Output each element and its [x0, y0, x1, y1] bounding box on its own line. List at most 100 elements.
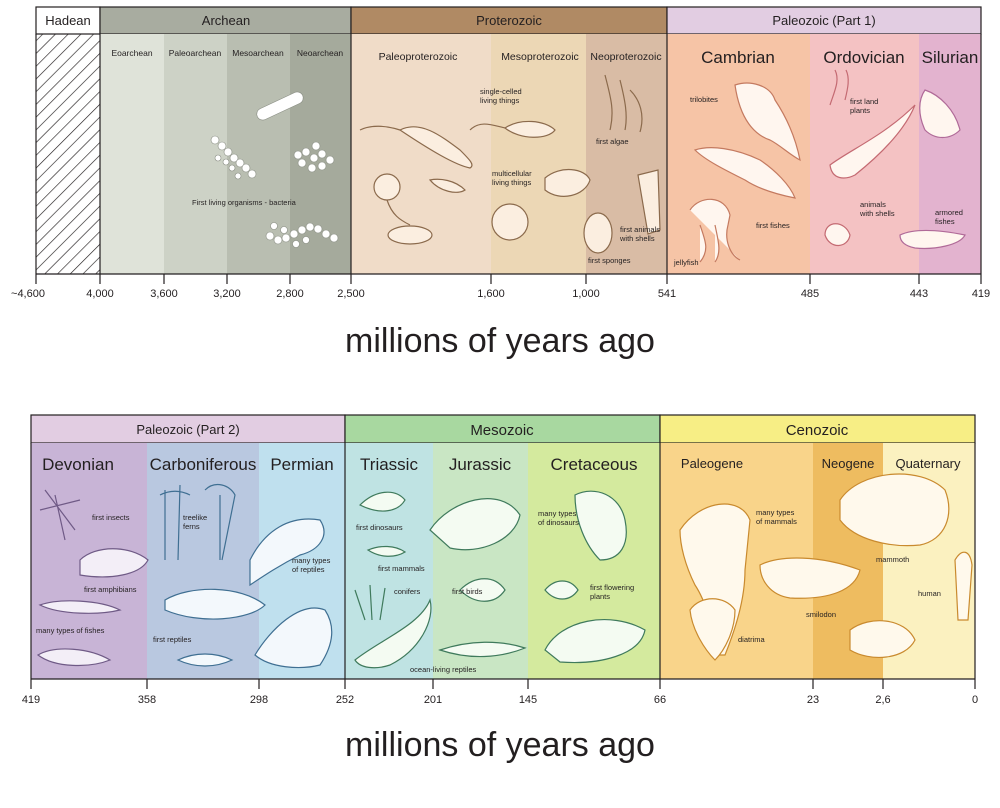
note-smilodon: smilodon: [806, 610, 836, 619]
bottom-tick-label: 201: [424, 694, 442, 706]
panel-mesoarchean: [227, 34, 290, 274]
bottom-tick-label: 0: [972, 694, 978, 706]
era-bar-cenozoic: [659, 414, 976, 444]
note-many-fishes: many types of fishes: [36, 626, 105, 635]
bottom-tick-label: 252: [336, 694, 354, 706]
top-axis-caption: millions of years ago: [345, 322, 655, 360]
note-first-birds: first birds: [452, 587, 483, 596]
period-label-cretaceous: Cretaceous: [551, 455, 638, 474]
panel-carboniferous: [147, 443, 259, 679]
eon-label-paleozoic-1: Paleozoic (Part 1): [772, 13, 875, 28]
bottom-axis-ticks: [30, 679, 976, 689]
era-label-mesozoic: Mesozoic: [470, 422, 534, 439]
period-label-cambrian: Cambrian: [701, 48, 775, 67]
period-label-carboniferous: Carboniferous: [150, 455, 257, 474]
era-bar-mesozoic: [344, 414, 661, 444]
proterozoic-cells-illustration: [359, 74, 661, 254]
bottom-axis-caption: millions of years ago: [345, 726, 655, 764]
note-first-flowering-l1: first flowering: [590, 583, 634, 592]
top-tick-label: 485: [801, 288, 819, 300]
note-first-insects: first insects: [92, 513, 130, 522]
period-label-permian: Permian: [270, 455, 333, 474]
note-first-dinosaurs: first dinosaurs: [356, 523, 403, 532]
sub-label-mesoarchean: Mesoarchean: [232, 48, 284, 58]
top-tick-label: 541: [658, 288, 676, 300]
note-first-algae: first algae: [596, 137, 629, 146]
note-first-animals-shells-l1: first animals: [620, 225, 660, 234]
top-tick-label: 3,600: [150, 288, 178, 300]
period-label-ordovician: Ordovician: [823, 48, 904, 67]
paleozoic-1-organisms-illustration: [689, 69, 966, 263]
note-first-animals-shells-l2: with shells: [619, 234, 655, 243]
note-animals-shells-l2: with shells: [859, 209, 895, 218]
sub-label-mesoproterozoic: Mesoproterozoic: [501, 51, 579, 63]
note-animals-shells-l1: animals: [860, 200, 886, 209]
eon-label-archean: Archean: [202, 13, 250, 28]
top-tick-label: 1,600: [477, 288, 505, 300]
eon-bar-paleozoic-1: [666, 6, 982, 35]
note-many-reptiles-l1: many types: [292, 556, 331, 565]
note-multicellular-l2: living things: [492, 178, 531, 187]
period-label-devonian: Devonian: [42, 455, 114, 474]
note-first-flowering-l2: plants: [590, 592, 610, 601]
note-jellyfish: jellyfish: [673, 258, 699, 267]
eon-label-proterozoic: Proterozoic: [476, 13, 542, 28]
note-many-reptiles-l2: of reptiles: [292, 565, 325, 574]
note-treelike-ferns: treelike ferns: [183, 513, 207, 531]
note-first-land-plants-l2: plants: [850, 106, 870, 115]
note-many-mammals-l1: many types: [756, 508, 795, 517]
sub-label-neoarchean: Neoarchean: [297, 48, 344, 58]
paleozoic-2-organisms-illustration: [36, 489, 149, 667]
note-first-land-plants-l1: first land: [850, 97, 878, 106]
sub-label-paleoproterozoic: Paleoproterozoic: [379, 51, 458, 63]
sub-label-paleoarchean: Paleoarchean: [169, 48, 222, 58]
note-many-dinosaurs-l2: of dinosaurs: [538, 518, 579, 527]
note-conifers: conifers: [394, 587, 421, 596]
top-tick-label: 3,200: [213, 288, 241, 300]
note-mammoth: mammoth: [876, 555, 909, 564]
note-single-celled-l2: living things: [480, 96, 519, 105]
note-single-celled: single-celled living things: [480, 87, 522, 105]
note-first-reptiles: first reptiles: [153, 635, 192, 644]
panel-jurassic: [433, 443, 528, 679]
top-tick-label: 1,000: [572, 288, 600, 300]
panel-paleoarchean: [164, 34, 227, 274]
note-first-bacteria: First living organisms - bacteria: [192, 198, 297, 207]
note-human: human: [918, 589, 941, 598]
note-trilobites: trilobites: [690, 95, 718, 104]
note-armored-fishes: armored fishes: [935, 208, 963, 226]
top-annotations: First living organisms - bacteria single…: [192, 87, 963, 267]
note-first-mammals: first mammals: [378, 564, 425, 573]
bottom-tick-label: 23: [807, 694, 819, 706]
sub-label-neoproterozoic: Neoproterozoic: [590, 51, 661, 63]
period-label-triassic: Triassic: [360, 455, 418, 474]
note-ocean-reptiles: ocean-living reptiles: [410, 665, 477, 674]
note-first-flowering: first flowering plants: [590, 583, 634, 601]
note-first-land-plants: first land plants: [850, 97, 878, 115]
carboniferous-permian-organisms-illustration: [159, 483, 333, 669]
note-first-amphibians: first amphibians: [84, 585, 137, 594]
bottom-tick-label: 298: [250, 694, 268, 706]
note-armored-fishes-l1: armored: [935, 208, 963, 217]
note-first-animals-shells: first animals with shells: [619, 225, 660, 243]
period-label-neogene: Neogene: [822, 456, 875, 471]
note-many-mammals: many types of mammals: [756, 508, 797, 526]
top-tick-label: 419: [972, 288, 990, 300]
top-tick-label: 2,800: [276, 288, 304, 300]
note-many-mammals-l2: of mammals: [756, 517, 797, 526]
hadean-hatched-panel: [36, 34, 100, 274]
top-timeline: Hadean Archean Proterozoic Paleozoic (Pa…: [11, 6, 990, 360]
bottom-annotations: first insects first amphibians many type…: [36, 508, 941, 674]
top-tick-labels: ~4,600 4,000 3,600 3,200 2,800 2,500 1,6…: [11, 288, 990, 300]
note-first-sponges: first sponges: [588, 256, 631, 265]
note-many-reptiles: many types of reptiles: [292, 556, 331, 574]
note-animals-shells: animals with shells: [859, 200, 895, 218]
note-treelike-ferns-l1: treelike: [183, 513, 207, 522]
bottom-tick-label: 358: [138, 694, 156, 706]
eon-bar-archean: [99, 6, 352, 35]
period-label-jurassic: Jurassic: [449, 455, 512, 474]
note-many-dinosaurs: many types of dinosaurs: [538, 509, 579, 527]
era-label-paleozoic-2: Paleozoic (Part 2): [136, 422, 239, 437]
note-first-fishes: first fishes: [756, 221, 790, 230]
